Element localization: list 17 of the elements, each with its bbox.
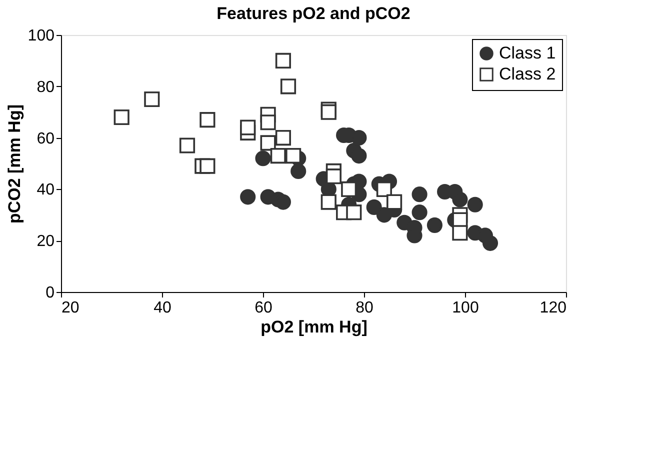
- x-tick-label: 60: [254, 300, 272, 316]
- y-tick-label: 40: [36, 182, 55, 199]
- x-tick-label: 100: [452, 300, 479, 316]
- y-tick-label: 60: [36, 130, 55, 148]
- y-tick-label: 0: [46, 284, 55, 302]
- y-tick-label: 80: [36, 78, 55, 96]
- chart-title: Features pO2 and pCO2: [216, 4, 410, 23]
- y-tick-label: 20: [36, 233, 55, 250]
- x-tick-label: 80: [356, 300, 374, 316]
- x-tick-label: 120: [540, 300, 567, 316]
- y-tick-label: 100: [28, 28, 55, 44]
- y-axis-title: pCO2 [mm Hg]: [4, 104, 24, 224]
- x-tick-label: 40: [154, 300, 172, 316]
- legend-label: Class 1: [499, 44, 556, 62]
- legend-label: Class 2: [499, 64, 556, 84]
- x-axis-title: pO2 [mm Hg]: [260, 318, 368, 336]
- x-tick-label: 20: [62, 300, 80, 316]
